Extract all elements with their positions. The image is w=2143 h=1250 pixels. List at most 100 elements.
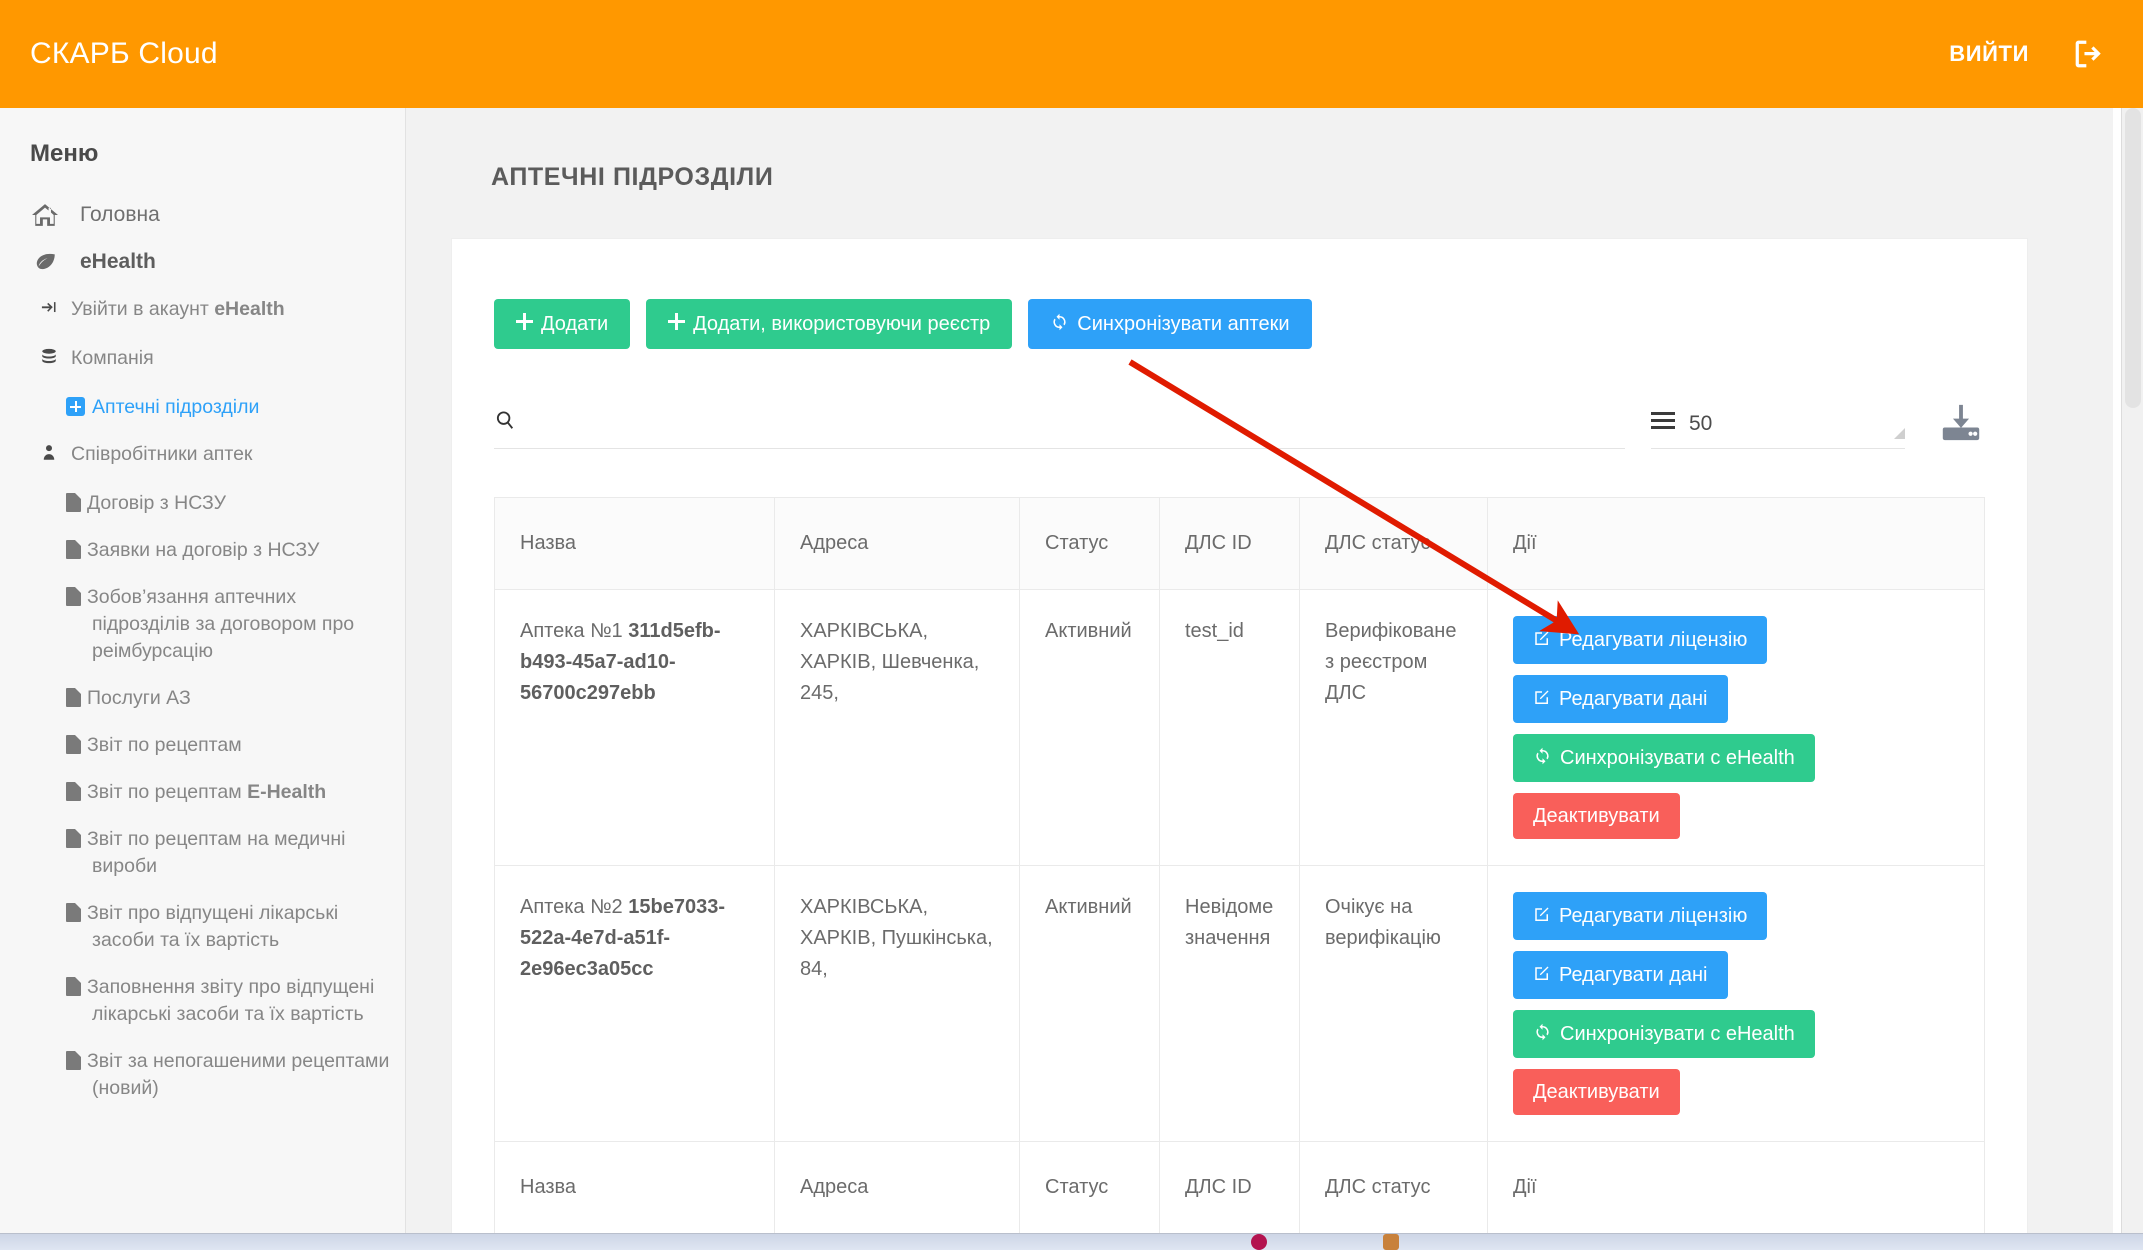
file-icon: [66, 829, 81, 848]
add-using-registry-button-label: Додати, використовуючи реєстр: [693, 312, 991, 335]
sidebar-item-ehealth[interactable]: eHealth: [0, 238, 405, 286]
add-using-registry-button[interactable]: Додати, використовуючи реєстр: [646, 298, 1013, 349]
search-icon: [494, 409, 516, 436]
edit-icon: [1533, 964, 1551, 986]
table-head: Назва Адреса Статус ДЛС ID ДЛС статус Ді…: [494, 496, 1985, 590]
file-icon: [66, 735, 81, 754]
column-header-name[interactable]: Назва: [494, 496, 775, 590]
plus-icon: [668, 313, 686, 334]
footer-column-dls-status: ДЛС статус: [1299, 1140, 1488, 1234]
sidebar-item-dispensed-drugs-report[interactable]: Звіт про відпущені лікарські засоби та ї…: [66, 890, 391, 964]
pharmacy-name-prefix: Аптека №1: [520, 619, 629, 642]
cell-dls-id: Невідоме значення: [1159, 864, 1300, 1142]
taskbar-icon-1[interactable]: [1251, 1234, 1267, 1250]
sidebar-item-fill-dispensed-drugs-report[interactable]: Заповнення звіту про відпущені лікарські…: [66, 964, 391, 1038]
footer-column-actions: Дії: [1487, 1140, 1985, 1234]
table-foot: Назва Адреса Статус ДЛС ID ДЛС статус Ді…: [494, 1140, 1985, 1234]
file-icon: [66, 540, 81, 559]
sidebar-item-home[interactable]: Головна: [0, 192, 405, 238]
sidebar-item-prescriptions-medical-devices[interactable]: Звіт по рецептам на медичні вироби: [66, 816, 391, 890]
sidebar-heading: Меню: [30, 140, 99, 167]
sidebar-item-label: eHealth: [80, 250, 156, 273]
column-header-dls-status[interactable]: ДЛС статус: [1299, 496, 1488, 590]
plus-square-icon: [66, 397, 85, 416]
sidebar-item-label-strong: eHealth: [214, 298, 285, 320]
sidebar-item-label: Звіт по рецептам на медичні вироби: [87, 828, 346, 877]
edit-data-button[interactable]: Редагувати дані: [1513, 950, 1728, 999]
sidebar-item-nszu-contract[interactable]: Договір з НСЗУ: [66, 480, 391, 527]
sync-ehealth-button[interactable]: Синхронізувати c eHealth: [1513, 1009, 1815, 1058]
sidebar-item-label: Послуги АЗ: [87, 687, 191, 709]
sign-out-icon[interactable]: [2073, 38, 2105, 70]
sidebar-item-label: Заповнення звіту про відпущені лікарські…: [87, 976, 375, 1025]
cell-address: ХАРКІВСЬКА, ХАРКІВ, Шевченка, 245,: [774, 588, 1020, 866]
sync-pharmacies-button-label: Синхронізувати аптеки: [1077, 312, 1290, 335]
sync-ehealth-button-label: Синхронізувати c eHealth: [1560, 1022, 1795, 1045]
sidebar-item-nszu-applications[interactable]: Заявки на договір з НСЗУ: [66, 527, 391, 574]
row-actions: Редагувати ліцензію Ре: [1513, 891, 1959, 1115]
cell-status: Активний: [1019, 588, 1160, 866]
download-icon[interactable]: [1937, 401, 1985, 447]
refresh-icon: [1050, 313, 1069, 335]
footer-column-address: Адреса: [774, 1140, 1020, 1234]
sidebar-item-pharmacy-staff[interactable]: Співробітники аптек: [43, 431, 391, 480]
sync-ehealth-button-label: Синхронізувати c eHealth: [1560, 746, 1795, 769]
edit-icon: [1533, 688, 1551, 710]
sync-ehealth-button[interactable]: Синхронізувати c eHealth: [1513, 733, 1815, 782]
sync-pharmacies-button[interactable]: Синхронізувати аптеки: [1028, 298, 1312, 349]
table-footer-row: Назва Адреса Статус ДЛС ID ДЛС статус Ді…: [494, 1140, 1985, 1234]
sidebar-item-label: Звіт про відпущені лікарські засоби та ї…: [87, 902, 339, 951]
file-icon: [66, 782, 81, 801]
table-toolbar: 50: [494, 401, 1985, 449]
file-icon: [66, 903, 81, 922]
pharmacy-uuid: 311d5efb-b493-45a7-ad10-56700c297ebb: [520, 619, 721, 704]
refresh-icon: [1533, 747, 1552, 769]
plus-icon: [516, 313, 533, 334]
sidebar-item-label: Звіт по рецептам: [87, 734, 242, 756]
cell-name: Аптека №2 15be7033-522a-4e7d-a51f-2e96ec…: [494, 864, 775, 1142]
deactivate-button[interactable]: Деактивувати: [1513, 1068, 1680, 1115]
sidebar-item-login-ehealth[interactable]: Увійти в акаунт eHealth: [41, 286, 391, 335]
deactivate-button[interactable]: Деактивувати: [1513, 792, 1680, 839]
sidebar-item-label: Заявки на договір з НСЗУ: [87, 539, 320, 561]
add-button[interactable]: Додати: [494, 298, 631, 349]
sidebar-item-company[interactable]: Компанія: [42, 335, 391, 384]
page-length-select[interactable]: 50: [1651, 408, 1905, 449]
sidebar[interactable]: Меню Головна eHealth: [0, 108, 406, 1235]
refresh-icon: [1533, 1023, 1552, 1045]
edit-license-button[interactable]: Редагувати ліцензію: [1513, 615, 1768, 664]
chevron-down-icon[interactable]: [1894, 427, 1905, 439]
add-button-label: Додати: [541, 312, 609, 335]
column-header-status[interactable]: Статус: [1019, 496, 1160, 590]
file-icon: [66, 688, 81, 707]
row-actions: Редагувати ліцензію Ре: [1513, 615, 1959, 839]
top-navbar: СКАРБ Cloud ВИЙТИ: [0, 0, 2143, 108]
pharmacy-name-prefix: Аптека №2: [520, 895, 629, 918]
table-header-row: Назва Адреса Статус ДЛС ID ДЛС статус Ді…: [494, 496, 1985, 590]
sidebar-item-prescriptions-report-ehealth[interactable]: Звіт по рецептам E-Health: [66, 769, 391, 816]
sidebar-item-az-services[interactable]: Послуги АЗ: [66, 675, 391, 722]
table-body: Аптека №1 311d5efb-b493-45a7-ad10-56700c…: [494, 588, 1985, 1142]
sidebar-item-label: Увійти в акаунт: [71, 298, 215, 320]
logout-button[interactable]: ВИЙТИ: [1949, 41, 2029, 66]
column-header-dls-id[interactable]: ДЛС ID: [1159, 496, 1300, 590]
sidebar-item-reimbursement-obligations[interactable]: Зобов’язання аптечних підрозділів за дог…: [66, 574, 391, 675]
table-row: Аптека №2 15be7033-522a-4e7d-a51f-2e96ec…: [494, 864, 1985, 1142]
taskbar-icon-2[interactable]: [1383, 1234, 1399, 1250]
edit-license-button[interactable]: Редагувати ліцензію: [1513, 891, 1768, 940]
search-input[interactable]: [530, 409, 1625, 435]
sidebar-item-unredeemed-prescriptions-report[interactable]: Звіт за непогашеними рецептами (новий): [66, 1038, 391, 1112]
column-header-actions[interactable]: Дії: [1487, 496, 1985, 590]
scrollbar-thumb[interactable]: [2125, 108, 2141, 408]
sidebar-item-pharmacy-units[interactable]: Аптечні підрозділи: [66, 384, 391, 431]
sidebar-item-prescriptions-report[interactable]: Звіт по рецептам: [66, 722, 391, 769]
deactivate-button-label: Деактивувати: [1533, 1080, 1660, 1103]
column-header-address[interactable]: Адреса: [774, 496, 1020, 590]
cell-address: ХАРКІВСЬКА, ХАРКІВ, Пушкінська, 84,: [774, 864, 1020, 1142]
vertical-scrollbar[interactable]: [2121, 108, 2143, 1235]
edit-data-button[interactable]: Редагувати дані: [1513, 674, 1728, 723]
search-field-wrapper[interactable]: [494, 405, 1625, 449]
toolbar-actions: Додати Додати, використовуючи реєстр: [494, 298, 1985, 349]
sidebar-item-label: Співробітники аптек: [71, 443, 253, 465]
sidebar-item-label: Договір з НСЗУ: [87, 492, 227, 514]
